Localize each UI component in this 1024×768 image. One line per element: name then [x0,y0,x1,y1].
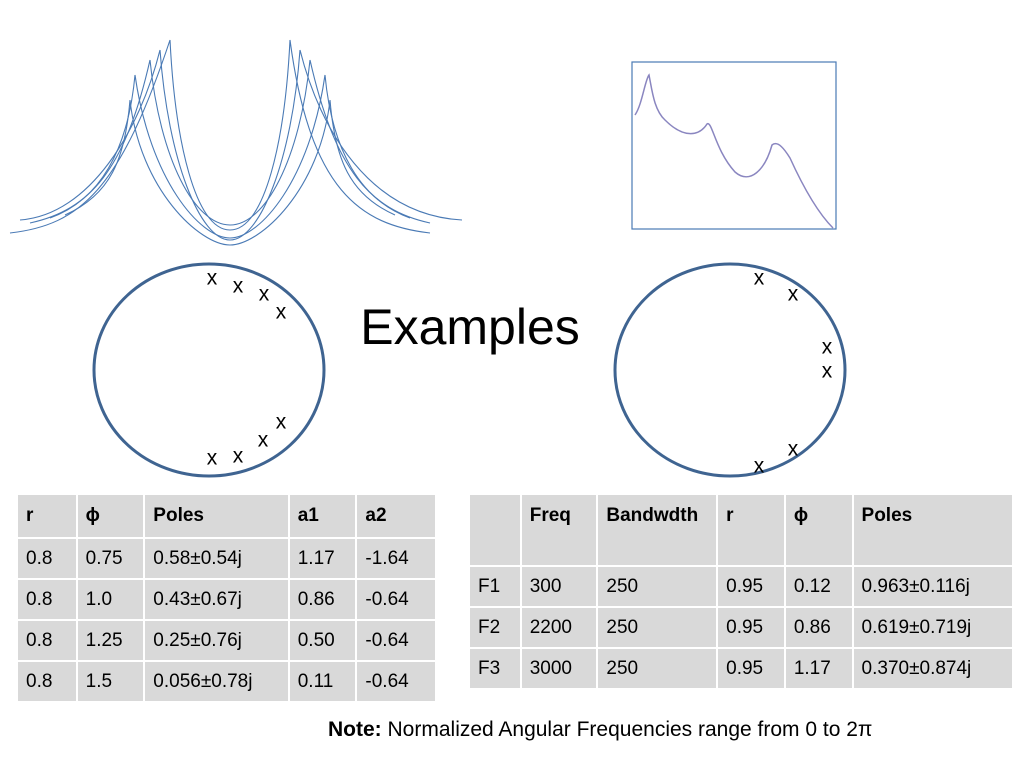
pole-marker: x [207,267,218,290]
table-cell: 0.8 [16,619,78,662]
header-cell: Freq [519,493,599,567]
table-cell: 250 [596,565,719,608]
table-cell: 0.43±0.67j [143,578,290,621]
header-row: r ϕ Poles a1 a2 [16,493,437,539]
table-cell: 0.58±0.54j [143,537,290,580]
table-cell: 250 [596,606,719,649]
table-cell: 1.17 [287,537,358,580]
table-cell: -1.64 [355,537,437,580]
pole-marker: x [788,283,799,306]
table-cell: 0.95 [716,606,786,649]
table-cell: 300 [519,565,599,608]
table-cell: 1.17 [783,647,854,690]
header-cell: a1 [287,493,358,539]
table-row: F2 2200 250 0.95 0.86 0.619±0.719j [468,606,1015,649]
header-cell: r [716,493,786,567]
header-cell: ϕ [783,493,854,567]
pole-marker: x [276,411,287,434]
pole-marker: x [276,301,287,324]
pole-marker: x [233,275,244,298]
pole-marker: x [754,267,765,290]
table-cell: 0.95 [716,565,786,608]
curve [64,99,396,246]
table-cell: 250 [596,647,719,690]
left-table: r ϕ Poles a1 a2 0.8 0.75 0.58±0.54j 1.17 -1.64 0.8… [16,493,437,703]
note: Note: Normalized Angular Frequencies ran… [328,718,872,742]
unit-circle [92,262,326,478]
table-cell: 0.50 [287,619,358,662]
note-label: Note: [328,718,382,741]
table-cell: 2200 [519,606,599,649]
table-cell: F1 [468,565,522,608]
table-cell: 1.0 [75,578,146,621]
table-cell: 0.12 [783,565,854,608]
table-cell: 0.95 [716,647,786,690]
table-row: 0.8 1.5 0.056±0.78j 0.11 -0.64 [16,660,437,703]
table-cell: 0.619±0.719j [851,606,1015,649]
spectrum-curve [634,73,834,229]
table-row: F3 3000 250 0.95 1.17 0.370±0.874j [468,647,1015,690]
curve [19,49,463,241]
pole-marker: x [233,445,244,468]
table-row: F1 300 250 0.95 0.12 0.963±0.116j [468,565,1015,608]
response-curves [9,39,463,246]
table-cell: -0.64 [355,619,437,662]
header-cell: a2 [355,493,437,539]
table-cell: -0.64 [355,660,437,703]
pole-marker: x [754,455,765,478]
pole-marker: x [788,438,799,461]
pole-marker: x [207,447,218,470]
table-cell: 0.8 [16,660,78,703]
table-cell: 0.86 [783,606,854,649]
table-cell: 0.11 [287,660,358,703]
table-cell: 0.963±0.116j [851,565,1015,608]
table-row: 0.8 1.25 0.25±0.76j 0.50 -0.64 [16,619,437,662]
table-cell: 0.056±0.78j [143,660,290,703]
table-cell: 0.86 [287,578,358,621]
table-cell: 1.25 [75,619,146,662]
spectrum-box [631,61,837,230]
header-cell: ϕ [75,493,146,539]
header-cell: Poles [143,493,290,539]
table-cell: F3 [468,647,522,690]
table-cell: F2 [468,606,522,649]
table-cell: 0.370±0.874j [851,647,1015,690]
note-text: Normalized Angular Frequencies range fro… [387,718,873,741]
table-row: 0.8 0.75 0.58±0.54j 1.17 -1.64 [16,537,437,580]
pole-marker: x [822,360,833,383]
slide-title: Examples [360,299,580,355]
curve [9,39,431,234]
pole-marker: x [258,429,269,452]
curve [29,59,431,226]
header-cell: r [16,493,78,539]
header-cell: Bandwdth [596,493,719,567]
table-cell: 0.8 [16,537,78,580]
corner-cell [468,493,522,567]
header-cell: Poles [851,493,1015,567]
pole-marker: x [259,283,270,306]
curve [49,74,411,239]
table-cell: 3000 [519,647,599,690]
table-cell: 0.25±0.76j [143,619,290,662]
header-row: Freq Bandwdth r ϕ Poles [468,493,1015,567]
table-cell: 1.5 [75,660,146,703]
table-cell: 0.8 [16,578,78,621]
table-row: 0.8 1.0 0.43±0.67j 0.86 -0.64 [16,578,437,621]
pole-marker: x [822,336,833,359]
table-cell: -0.64 [355,578,437,621]
right-table: Freq Bandwdth r ϕ Poles F1 300 250 0.95 0.12 0.963… [468,493,1015,690]
table-cell: 0.75 [75,537,146,580]
unit-circle [613,262,847,478]
